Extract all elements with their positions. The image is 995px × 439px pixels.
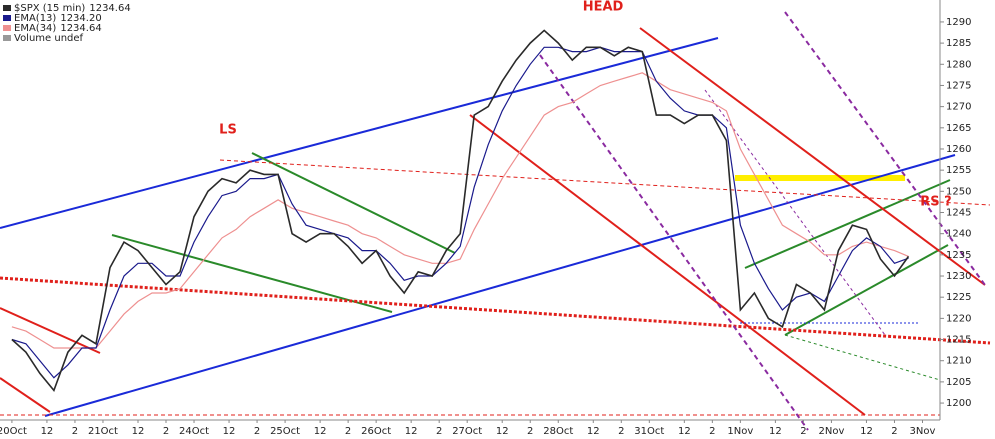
legend-swatch	[3, 5, 11, 11]
y-tick-label: 1275	[946, 80, 971, 91]
x-tick-label: 3Nov	[910, 426, 936, 437]
trend-line	[539, 54, 809, 431]
legend-name: EMA(34)	[14, 23, 56, 34]
legend-label: EMA(34) 1234.64	[14, 23, 102, 34]
channel-line	[111, 234, 393, 313]
x-tick-label: 12	[223, 426, 236, 437]
x-tick-label: 24Oct	[179, 426, 209, 437]
trend-line	[0, 377, 51, 413]
y-tick-label: 1235	[946, 250, 971, 261]
legend-value: 1234.64	[60, 23, 101, 34]
x-tick-label: 12	[860, 426, 873, 437]
channel-line	[44, 154, 956, 417]
x-tick-label: 2	[345, 426, 351, 437]
series-line	[11, 46, 909, 379]
channel-line	[251, 152, 456, 254]
x-tick-label: 2	[527, 426, 533, 437]
y-tick-label: 1290	[946, 17, 971, 28]
x-tick-label: 2	[436, 426, 442, 437]
x-tick-label: 2	[800, 426, 806, 437]
x-tick-label: 2	[163, 426, 169, 437]
x-tick-label: 27Oct	[452, 426, 482, 437]
legend-label: Volume undef	[14, 33, 84, 44]
x-tick-label: 12	[314, 426, 327, 437]
annotation: RS ?	[920, 195, 951, 210]
legend-label: $SPX (15 min) 1234.64	[14, 3, 131, 14]
x-tick-label: 12	[405, 426, 418, 437]
series-line	[11, 72, 909, 349]
x-tick-label: 2	[254, 426, 260, 437]
x-tick-label: 12	[132, 426, 145, 437]
x-tick-label: 2	[618, 426, 624, 437]
y-tick-label: 1250	[946, 186, 971, 197]
legend-value: 1234.20	[60, 13, 101, 24]
y-tick-label: 1225	[946, 292, 971, 303]
trend-line	[784, 11, 986, 286]
x-tick-label: 20Oct	[0, 426, 27, 437]
x-tick-label: 21Oct	[88, 426, 118, 437]
x-tick-label: 2	[891, 426, 897, 437]
x-tick-label: 2	[72, 426, 78, 437]
legend-value: 1234.64	[89, 3, 130, 14]
y-tick-label: 1255	[946, 165, 971, 176]
x-tick-label: 12	[587, 426, 600, 437]
legend-name: EMA(13)	[14, 13, 56, 24]
channel-line	[784, 334, 941, 381]
y-tick-label: 1215	[946, 335, 971, 346]
legend-name: $SPX (15 min)	[14, 3, 85, 14]
x-tick-label: 25Oct	[270, 426, 300, 437]
channel-line	[744, 179, 951, 269]
x-tick-label: 12	[41, 426, 54, 437]
legend-name: Volume undef	[14, 33, 84, 44]
legend-swatch	[3, 15, 11, 21]
x-tick-label: 31Oct	[634, 426, 664, 437]
channel-line	[0, 37, 719, 229]
trend-line	[704, 89, 886, 336]
annotation: HEAD	[583, 0, 624, 15]
series-line	[11, 29, 910, 392]
y-tick-label: 1245	[946, 208, 971, 219]
y-tick-label: 1260	[946, 144, 971, 155]
y-tick-label: 1200	[946, 398, 971, 409]
y-tick-label: 1280	[946, 59, 971, 70]
y-tick-label: 1285	[946, 38, 971, 49]
x-tick-label: 12	[769, 426, 782, 437]
y-tick-label: 1230	[946, 271, 971, 282]
trend-line	[0, 307, 101, 354]
y-tick-label: 1240	[946, 229, 971, 240]
x-tick-label: 26Oct	[361, 426, 391, 437]
x-tick-label: 12	[678, 426, 691, 437]
x-tick-label: 2Nov	[818, 426, 844, 437]
annotation: LS	[219, 123, 237, 138]
trendlines	[0, 11, 991, 431]
trend-line	[469, 114, 866, 416]
y-tick-label: 1270	[946, 102, 971, 113]
x-tick-label: 28Oct	[543, 426, 573, 437]
y-tick-label: 1265	[946, 123, 971, 134]
y-tick-label: 1210	[946, 356, 971, 367]
x-tick-label: 1Nov	[727, 426, 753, 437]
legend-swatch	[3, 35, 11, 41]
trend-line	[639, 27, 986, 286]
neckline	[0, 276, 991, 345]
x-tick-label: 12	[496, 426, 509, 437]
legend-swatch	[3, 25, 11, 31]
channel-line	[784, 244, 949, 336]
y-tick-label: 1220	[946, 313, 971, 324]
x-tick-label: 2	[709, 426, 715, 437]
trend-line	[219, 159, 991, 206]
y-tick-label: 1205	[946, 377, 971, 388]
resistance-band	[735, 175, 905, 181]
legend-label: EMA(13) 1234.20	[14, 13, 102, 24]
